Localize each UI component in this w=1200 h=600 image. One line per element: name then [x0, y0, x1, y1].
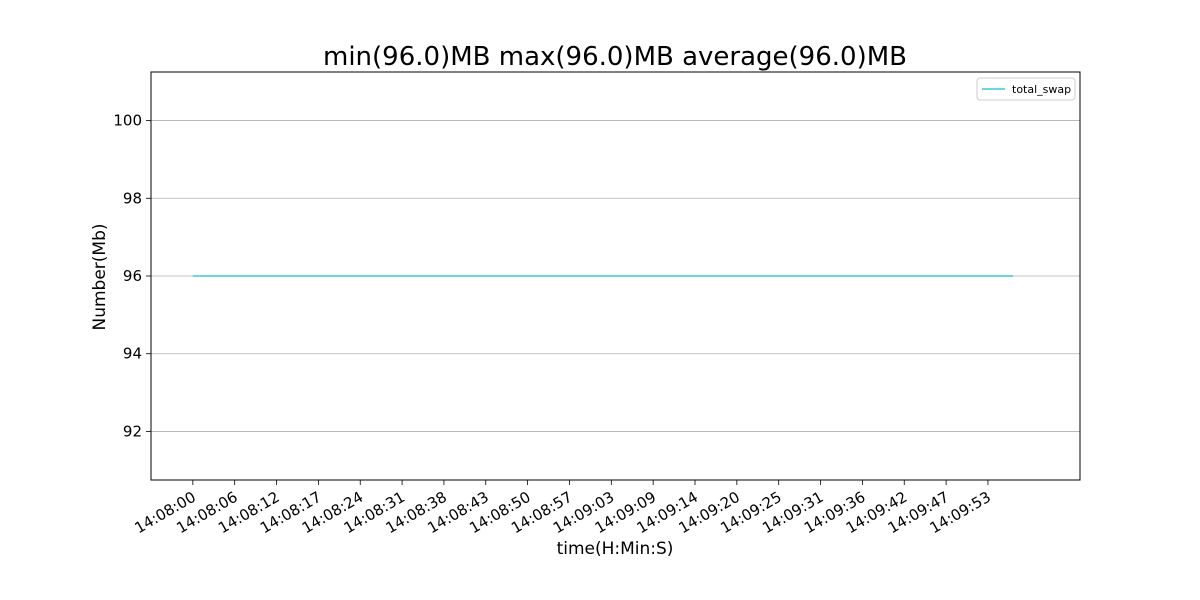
legend: total_swap	[976, 77, 1076, 101]
y-tick-label: 92	[123, 422, 142, 440]
y-tick-label: 94	[123, 345, 142, 363]
y-axis-label: Number(Mb)	[90, 223, 110, 330]
chart-title: min(96.0)MB max(96.0)MB average(96.0)MB	[323, 42, 907, 72]
y-tick-label: 96	[123, 267, 142, 285]
legend-box	[976, 77, 1076, 101]
y-tick-label: 100	[113, 112, 142, 130]
axes-frame	[150, 71, 1081, 481]
legend-label-total_swap: total_swap	[1012, 83, 1071, 96]
y-tick-label: 98	[123, 189, 142, 207]
x-axis-label: time(H:Min:S)	[557, 539, 674, 559]
